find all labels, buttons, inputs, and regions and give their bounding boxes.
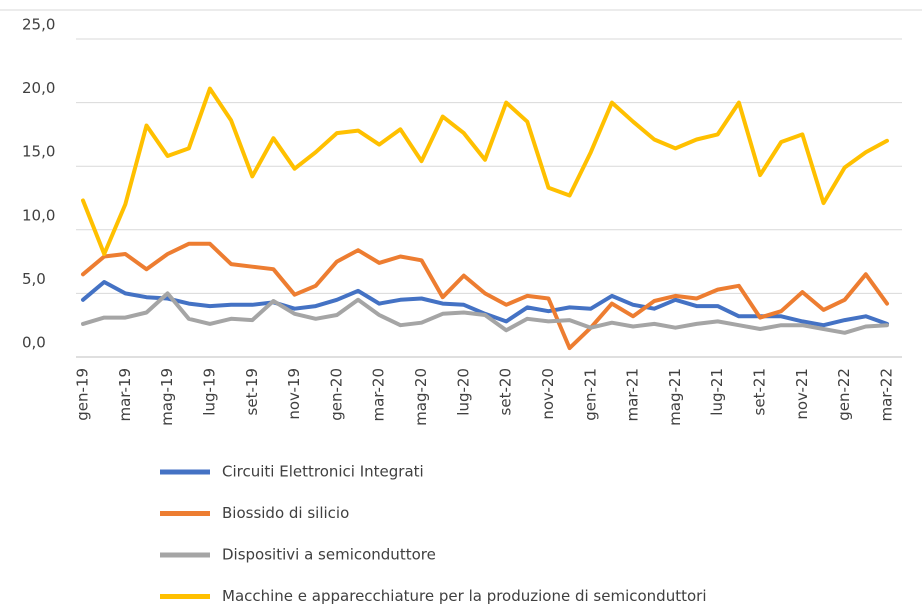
x-tick-label: gen-22 bbox=[835, 368, 853, 421]
x-tick-label: mar-21 bbox=[624, 368, 642, 422]
legend-label: Dispositivi a semiconduttore bbox=[222, 546, 436, 564]
x-tick-label: mar-20 bbox=[370, 368, 388, 422]
x-tick-label: mag-20 bbox=[412, 368, 430, 426]
y-tick-label: 25,0 bbox=[22, 16, 55, 34]
x-tick-label: lug-20 bbox=[454, 368, 472, 416]
x-tick-label: lug-19 bbox=[200, 368, 218, 416]
x-tick-label: set-20 bbox=[497, 368, 515, 415]
x-tick-label: mag-21 bbox=[666, 368, 684, 426]
series-line bbox=[81, 86, 889, 256]
series-line bbox=[81, 280, 889, 328]
legend-label: Biossido di silicio bbox=[222, 504, 349, 522]
y-tick-label: 5,0 bbox=[22, 270, 46, 288]
y-tick-label: 15,0 bbox=[22, 143, 55, 161]
y-tick-label: 0,0 bbox=[22, 334, 46, 352]
x-tick-label: set-21 bbox=[751, 368, 769, 415]
x-tick-label: gen-20 bbox=[327, 368, 345, 421]
series-line bbox=[81, 291, 889, 335]
y-tick-label: 20,0 bbox=[22, 79, 55, 97]
x-tick-label: gen-19 bbox=[74, 368, 92, 421]
x-tick-label: mag-19 bbox=[158, 368, 176, 426]
x-tick-label: set-19 bbox=[243, 368, 261, 415]
x-tick-label: lug-21 bbox=[708, 368, 726, 416]
x-tick-label: nov-21 bbox=[793, 368, 811, 420]
x-tick-label: mar-19 bbox=[116, 368, 134, 422]
x-tick-label: nov-19 bbox=[285, 368, 303, 420]
x-tick-label: gen-21 bbox=[581, 368, 599, 421]
legend-label: Macchine e apparecchiature per la produz… bbox=[222, 587, 707, 605]
legend-label: Circuiti Elettronici Integrati bbox=[222, 463, 424, 481]
x-tick-label: nov-20 bbox=[539, 368, 557, 420]
series-line bbox=[81, 241, 889, 351]
y-tick-label: 10,0 bbox=[22, 206, 55, 224]
x-tick-label: mar-22 bbox=[878, 368, 896, 422]
